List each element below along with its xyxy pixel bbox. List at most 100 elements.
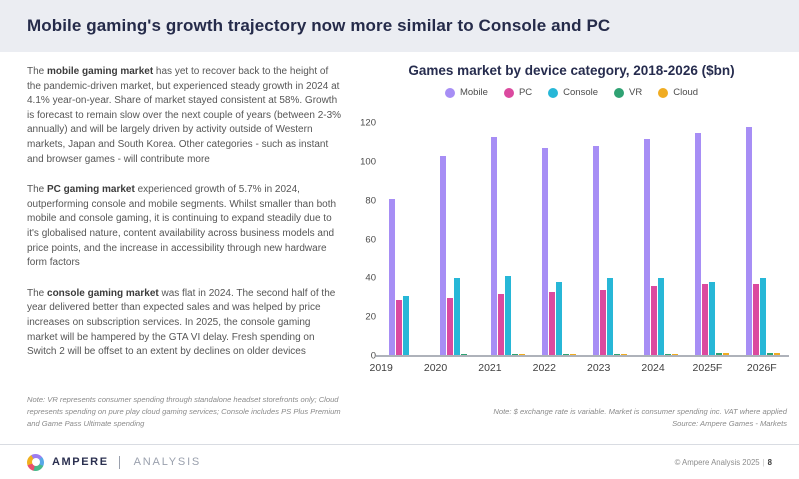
note-exchange-rate: Note: $ exchange rate is variable. Marke… bbox=[493, 407, 787, 416]
bar-pc-2024 bbox=[651, 286, 658, 356]
bar-cloud-2025f bbox=[723, 353, 730, 356]
commentary-column: The mobile gaming market has yet to reco… bbox=[27, 52, 342, 444]
page-title: Mobile gaming's growth trajectory now mo… bbox=[27, 16, 611, 35]
bar-pc-2020 bbox=[446, 297, 453, 356]
bar-console-2021 bbox=[504, 276, 511, 356]
footer: AMPERE ANALYSIS © Ampere Analysis 2025 | 8 bbox=[0, 444, 799, 479]
bar-group-2019 bbox=[388, 198, 423, 356]
paragraph-text: was flat in 2024. The second half of the… bbox=[27, 287, 336, 358]
x-label-2021: 2021 bbox=[478, 362, 502, 374]
legend-label: VR bbox=[629, 87, 643, 98]
bar-mobile-2019 bbox=[388, 198, 395, 356]
legend-item-pc: PC bbox=[503, 87, 533, 98]
bar-vr-2022 bbox=[562, 353, 569, 356]
bar-console-2024 bbox=[658, 278, 665, 356]
bar-console-2022 bbox=[555, 282, 562, 356]
bar-mobile-2021 bbox=[490, 136, 497, 356]
bar-mobile-2024 bbox=[644, 138, 651, 356]
bar-group-2021 bbox=[490, 136, 525, 356]
bar-vr-2023 bbox=[614, 353, 621, 356]
bar-group-2024 bbox=[644, 138, 679, 356]
bar-mobile-2020 bbox=[439, 156, 446, 356]
brand-name-secondary: ANALYSIS bbox=[133, 456, 202, 468]
note-source: Source: Ampere Games - Markets bbox=[672, 419, 787, 428]
bar-group-2026f bbox=[746, 126, 781, 356]
main-content: The mobile gaming market has yet to reco… bbox=[0, 52, 799, 444]
bar-pc-2026f bbox=[753, 284, 760, 356]
paragraph-bold-text: console gaming market bbox=[47, 287, 159, 299]
legend-item-vr: VR bbox=[614, 87, 642, 98]
bar-pc-2022 bbox=[548, 291, 555, 356]
chart-legend: Mobile PC Console VR Cloud bbox=[354, 87, 789, 98]
y-tick-80: 80 bbox=[365, 195, 376, 207]
legend-item-mobile: Mobile bbox=[444, 87, 488, 98]
chart-title: Games market by device category, 2018-20… bbox=[408, 63, 735, 78]
header: Mobile gaming's growth trajectory now mo… bbox=[0, 0, 799, 52]
legend-dot-pc bbox=[503, 87, 514, 98]
y-tick-60: 60 bbox=[365, 234, 376, 245]
x-label-2026f: 2026F bbox=[746, 362, 777, 374]
bar-console-2023 bbox=[607, 278, 614, 356]
bar-mobile-2023 bbox=[593, 146, 600, 356]
x-label-2020: 2020 bbox=[423, 362, 448, 374]
legend-label: Mobile bbox=[459, 87, 488, 98]
legend-item-console: Console bbox=[548, 87, 598, 98]
paragraph-pc-market: The PC gaming market experienced growth … bbox=[27, 183, 342, 271]
y-tick-0: 0 bbox=[370, 350, 376, 362]
paragraph-mobile-market: The mobile gaming market has yet to reco… bbox=[27, 65, 342, 167]
y-tick-120: 120 bbox=[360, 117, 376, 129]
x-axis-labels: 2019 2020 2021 2022 2023 2024 2025F 2026F bbox=[354, 362, 789, 374]
x-label-2025f: 2025F bbox=[692, 362, 723, 374]
paragraph-text: experienced growth of 5.7% in 2024, outp… bbox=[27, 184, 337, 269]
bar-group-2025f bbox=[695, 132, 730, 356]
bar-console-2019 bbox=[402, 295, 409, 356]
legend-item-cloud: Cloud bbox=[658, 87, 698, 98]
bar-pc-2025f bbox=[702, 284, 709, 356]
legend-dot-mobile bbox=[444, 87, 455, 98]
paragraph-text: The bbox=[27, 184, 48, 196]
brand-name-primary: AMPERE bbox=[52, 456, 109, 468]
paragraph-console-market: The console gaming market was flat in 20… bbox=[27, 287, 342, 360]
y-tick-40: 40 bbox=[365, 272, 376, 284]
plot-area bbox=[376, 123, 789, 357]
paragraph-text: The bbox=[27, 287, 48, 299]
x-axis-line bbox=[376, 355, 789, 357]
legend-dot-cloud bbox=[658, 87, 669, 98]
copyright-line: © Ampere Analysis 2025 | 8 bbox=[675, 458, 772, 467]
legend-label: Console bbox=[563, 87, 599, 98]
ampere-logo-icon bbox=[27, 453, 44, 471]
bar-group-2022 bbox=[541, 148, 576, 356]
chart-column: Games market by device category, 2018-20… bbox=[342, 52, 789, 444]
bar-groups bbox=[380, 123, 789, 356]
y-tick-20: 20 bbox=[365, 311, 376, 323]
bar-pc-2021 bbox=[497, 293, 504, 356]
page-number: 8 bbox=[767, 457, 772, 467]
legend-label: PC bbox=[518, 87, 533, 98]
footnote-definitions: Note: VR represents consumer spending th… bbox=[27, 395, 341, 428]
bar-pc-2019 bbox=[395, 299, 402, 356]
legend-dot-console bbox=[548, 87, 559, 98]
brand-divider bbox=[118, 455, 120, 469]
bar-mobile-2025f bbox=[695, 132, 702, 356]
chart-notes: Note: $ exchange rate is variable. Marke… bbox=[354, 406, 789, 430]
copyright-separator: | bbox=[762, 457, 765, 467]
bar-vr-2024 bbox=[665, 353, 672, 356]
plot-wrap: 0 20 40 60 80 100 120 bbox=[354, 118, 789, 362]
bar-pc-2023 bbox=[600, 289, 607, 356]
bar-cloud-2026f bbox=[774, 352, 781, 356]
bar-vr-2021 bbox=[511, 353, 518, 356]
bar-mobile-2026f bbox=[746, 126, 753, 356]
x-label-2024: 2024 bbox=[641, 362, 665, 374]
paragraph-bold-text: PC gaming market bbox=[47, 184, 135, 196]
paragraph-bold-text: mobile gaming market bbox=[47, 66, 154, 77]
bar-console-2025f bbox=[709, 282, 716, 356]
x-label-2019: 2019 bbox=[369, 362, 393, 374]
bar-mobile-2022 bbox=[541, 148, 548, 356]
x-label-2022: 2022 bbox=[532, 362, 556, 374]
copyright-text: © Ampere Analysis 2025 bbox=[674, 457, 760, 467]
y-tick-100: 100 bbox=[360, 156, 376, 168]
bar-vr-2026f bbox=[767, 353, 774, 356]
bar-group-2023 bbox=[593, 146, 628, 356]
brand: AMPERE ANALYSIS bbox=[27, 453, 202, 471]
